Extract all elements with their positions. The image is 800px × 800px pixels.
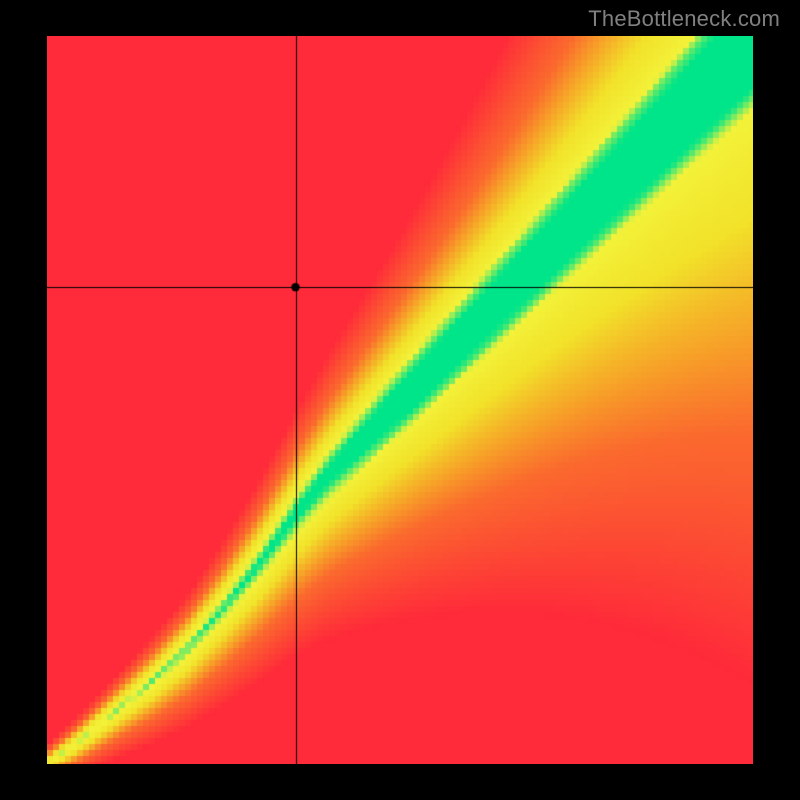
bottleneck-heatmap — [47, 36, 753, 764]
watermark-text: TheBottleneck.com — [588, 6, 780, 32]
heatmap-canvas — [47, 36, 753, 764]
stage: TheBottleneck.com — [0, 0, 800, 800]
